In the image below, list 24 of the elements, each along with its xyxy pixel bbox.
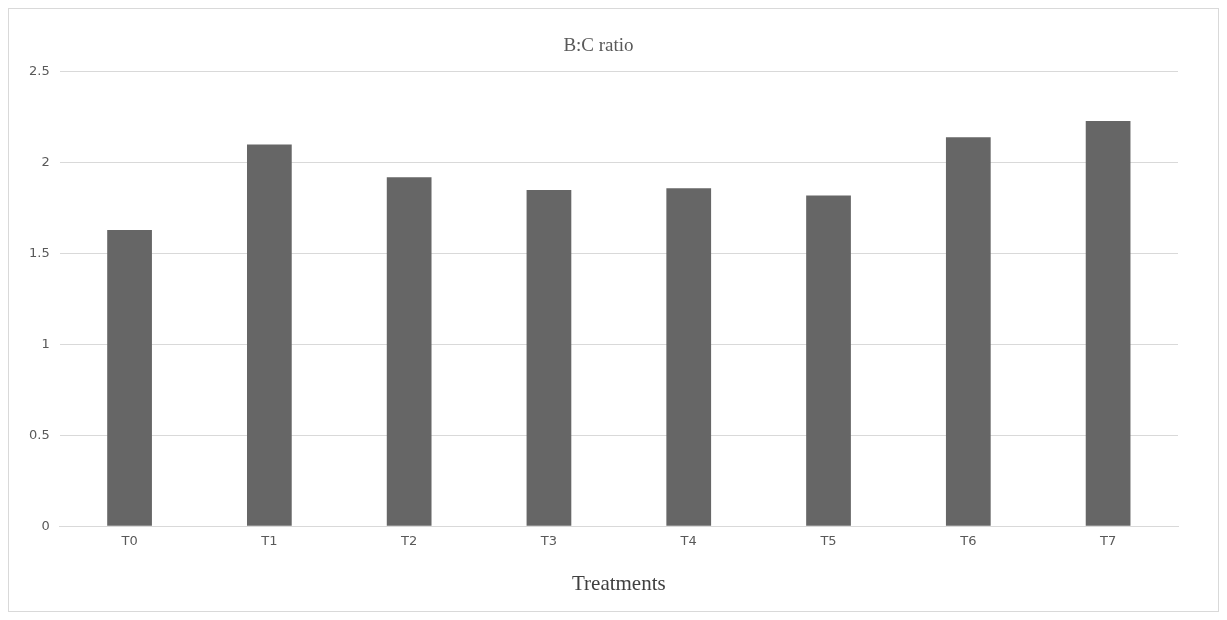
bar — [246, 144, 292, 526]
bar — [1085, 120, 1131, 526]
x-axis-title: Treatments — [571, 570, 666, 595]
bar — [806, 195, 851, 526]
y-tick-label: 0.5 — [28, 426, 50, 442]
x-tick-label: T3 — [539, 533, 558, 549]
x-tick-label: T4 — [679, 533, 697, 549]
x-tick-label: T1 — [260, 533, 278, 549]
y-tick-label: 2.5 — [28, 63, 50, 79]
bar — [526, 189, 572, 526]
y-tick-label: 1.5 — [28, 244, 50, 260]
y-tick-label: 0 — [41, 517, 50, 533]
x-tick-label: T2 — [400, 533, 418, 549]
bar — [945, 137, 991, 526]
y-tick-label: 1 — [41, 335, 50, 351]
x-tick-label: T6 — [959, 533, 977, 549]
y-tick-label: 2 — [41, 154, 50, 170]
x-tick-label: T0 — [120, 533, 138, 549]
x-tick-label: T5 — [819, 533, 837, 549]
x-tick-label: T7 — [1099, 533, 1117, 549]
bar — [666, 188, 712, 526]
bar — [386, 177, 432, 526]
chart-title: B:C ratio — [563, 34, 634, 56]
bar — [107, 229, 152, 526]
